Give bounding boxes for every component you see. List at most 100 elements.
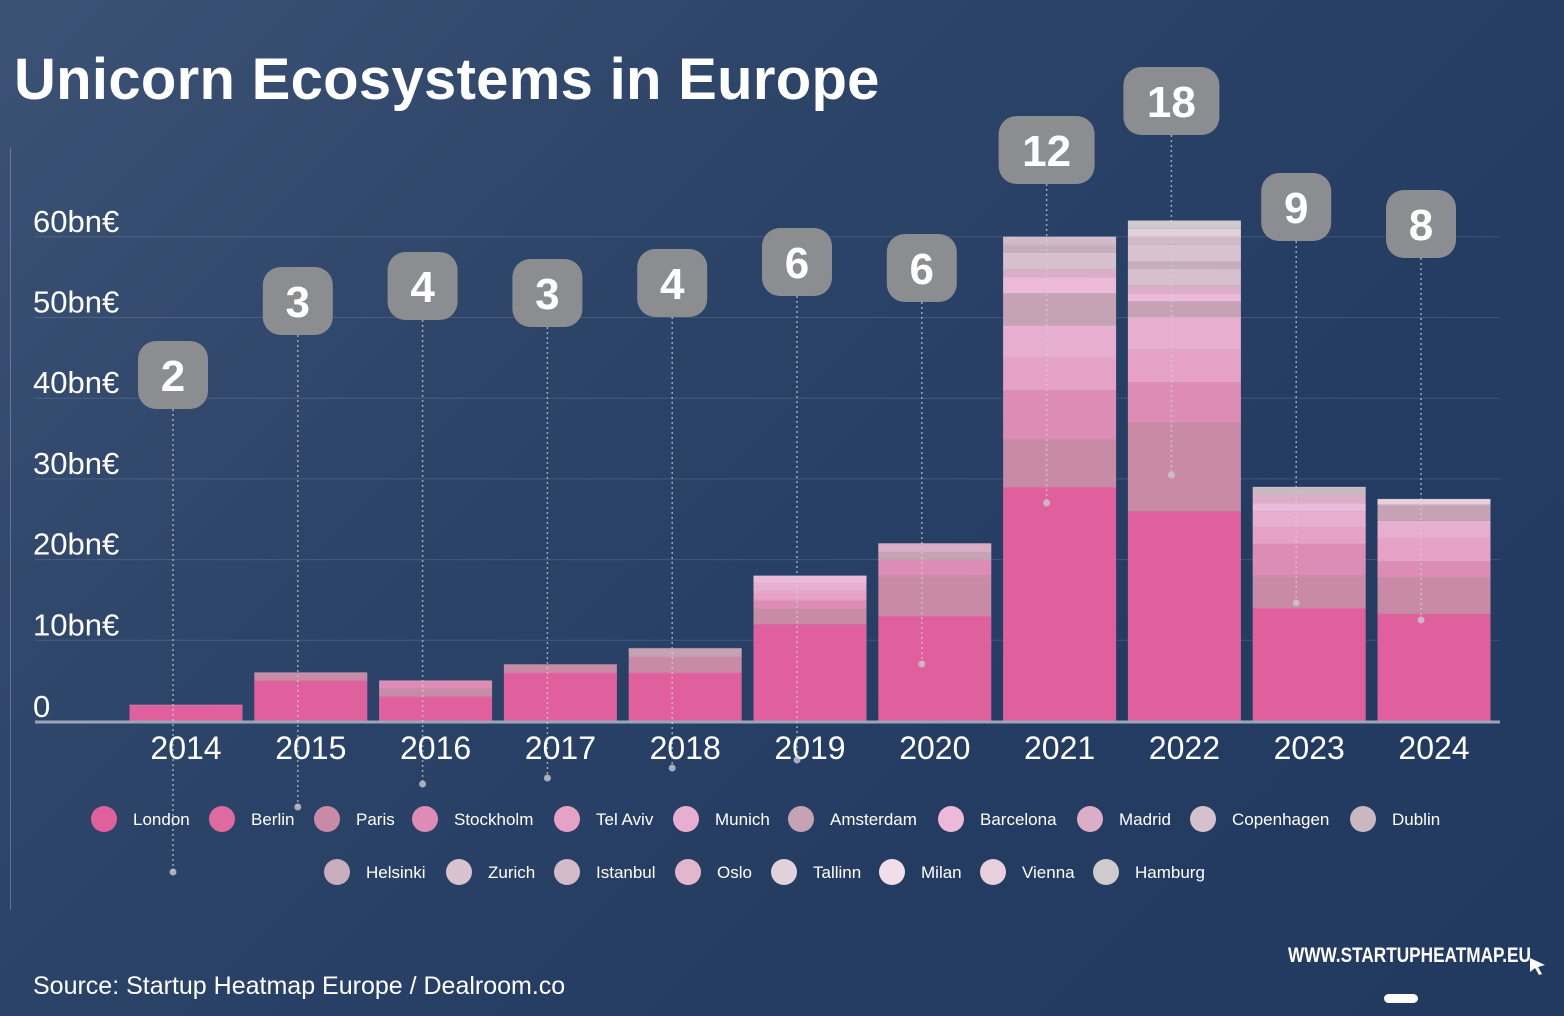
bar-segment-tel-aviv[interactable] [1252,527,1366,544]
legend-item-copenhagen[interactable]: Copenhagen [1190,806,1329,832]
bar-segment-barcelona[interactable] [1003,277,1117,294]
bar-segment-london[interactable] [1377,613,1491,721]
bar-segment-tallinn[interactable] [1127,228,1241,237]
bar-segment-barcelona[interactable] [1127,293,1241,302]
bar-segment-tel-aviv[interactable] [753,591,867,600]
bar-segment-stockholm[interactable] [753,599,867,609]
bar-stack-2014[interactable] [129,704,243,721]
bar-segment-madrid[interactable] [1003,269,1117,278]
bar-segment-stockholm[interactable] [878,559,992,576]
bar-segment-amsterdam[interactable] [1003,293,1117,326]
bar-stack-2022[interactable] [1127,220,1241,721]
bar-segment-zurich[interactable] [1127,244,1241,262]
bar-segment-stockholm[interactable] [1377,561,1491,578]
bar-segment-stockholm[interactable] [379,680,493,689]
bar-segment-london[interactable] [1252,608,1366,721]
bar-segment-munich[interactable] [1127,317,1241,350]
count-badge[interactable] [637,249,708,317]
count-badge[interactable] [138,341,208,409]
bar-segment-istanbul[interactable] [1003,236,1117,245]
bar-segment-madrid[interactable] [1127,285,1241,294]
bar-segment-london[interactable] [503,672,617,721]
bar-segment-paris[interactable] [254,672,368,681]
bar-segment-munich[interactable] [753,583,867,592]
count-badge[interactable] [886,234,957,302]
bar-segment-istanbul[interactable] [1127,236,1241,245]
legend-item-milan[interactable]: Milan [879,859,962,885]
legend-item-madrid[interactable]: Madrid [1077,806,1171,832]
legend-item-berlin[interactable]: Berlin [209,806,294,832]
bar-stack-2020[interactable] [878,542,992,721]
count-badge[interactable] [998,116,1095,184]
bar-segment-madrid[interactable] [878,543,992,552]
count-badge[interactable] [512,259,583,327]
bar-segment-london[interactable] [1003,486,1117,721]
bar-segment-dublin[interactable] [1252,486,1366,496]
bar-segment-helsinki[interactable] [1003,244,1117,253]
bar-segment-london[interactable] [129,704,243,721]
count-badge[interactable] [1386,190,1456,258]
bar-stack-2018[interactable] [628,647,742,721]
bar-stack-2021[interactable] [1003,236,1117,721]
bar-segment-tel-aviv[interactable] [1003,357,1117,391]
bar-segment-copenhagen[interactable] [1127,269,1241,286]
legend-item-munich[interactable]: Munich [673,806,770,832]
legend-item-barcelona[interactable]: Barcelona [938,806,1057,832]
legend-item-amsterdam[interactable]: Amsterdam [788,806,917,832]
bar-stack-2024[interactable] [1377,498,1491,721]
bar-segment-paris[interactable] [379,688,493,697]
legend-item-stockholm[interactable]: Stockholm [412,806,533,832]
legend-item-helsinki[interactable]: Helsinki [324,859,426,885]
bar-segment-paris[interactable] [1377,577,1491,614]
brand-url[interactable]: WWW.STARTUPHEATMAP.EU [1288,944,1531,967]
bar-stack-2016[interactable] [379,680,493,721]
bar-segment-munich[interactable] [1003,325,1117,358]
legend-item-london[interactable]: London [91,806,190,832]
bar-segment-tel-aviv[interactable] [1127,349,1241,383]
bar-segment-stockholm[interactable] [1003,390,1117,439]
bar-segment-vienna[interactable] [1377,499,1491,505]
bar-stack-2015[interactable] [254,672,368,721]
bar-segment-helsinki[interactable] [1127,261,1241,270]
legend-item-vienna[interactable]: Vienna [980,859,1075,885]
bar-segment-london[interactable] [379,696,493,721]
bar-segment-barcelona[interactable] [1252,503,1366,512]
bar-segment-london[interactable] [628,672,742,721]
bar-segment-paris[interactable] [628,656,742,673]
bar-segment-paris[interactable] [753,608,867,625]
bar-segment-paris[interactable] [878,575,992,617]
count-badge[interactable] [1261,173,1332,241]
bar-segment-munich[interactable] [1377,520,1491,538]
legend-item-zurich[interactable]: Zurich [446,859,535,885]
bar-segment-london[interactable] [1127,511,1241,721]
legend-item-oslo[interactable]: Oslo [675,859,752,885]
bar-segment-munich[interactable] [1252,511,1366,528]
bar-segment-amsterdam[interactable] [628,648,742,657]
bar-segment-amsterdam[interactable] [878,551,992,560]
bar-segment-copenhagen[interactable] [1003,252,1117,270]
legend-item-istanbul[interactable]: Istanbul [554,859,656,885]
bar-stack-2023[interactable] [1252,486,1366,721]
legend-item-paris[interactable]: Paris [314,806,395,832]
count-badge[interactable] [762,228,832,296]
legend-item-tallinn[interactable]: Tallinn [771,859,861,885]
bar-segment-paris[interactable] [1127,422,1241,512]
legend-item-hamburg[interactable]: Hamburg [1093,859,1205,885]
count-badge[interactable] [262,267,333,335]
bar-segment-stockholm[interactable] [1252,543,1366,576]
bar-segment-london[interactable] [254,680,368,721]
bar-segment-stockholm[interactable] [1127,382,1241,423]
bar-segment-paris[interactable] [1252,575,1366,609]
bar-segment-amsterdam[interactable] [1377,504,1491,521]
count-badge[interactable] [387,252,458,320]
bar-segment-tel-aviv[interactable] [1377,537,1491,562]
bar-segment-madrid[interactable] [1252,495,1366,504]
bar-segment-hamburg[interactable] [1127,220,1241,229]
legend-item-tel-aviv[interactable]: Tel Aviv [554,806,654,832]
bar-segment-amsterdam[interactable] [1127,301,1241,318]
bar-segment-london[interactable] [753,624,867,721]
bar-segment-paris[interactable] [503,664,617,673]
bar-stack-2019[interactable] [753,575,867,721]
count-badge[interactable] [1123,67,1220,135]
bar-stack-2017[interactable] [503,664,617,721]
